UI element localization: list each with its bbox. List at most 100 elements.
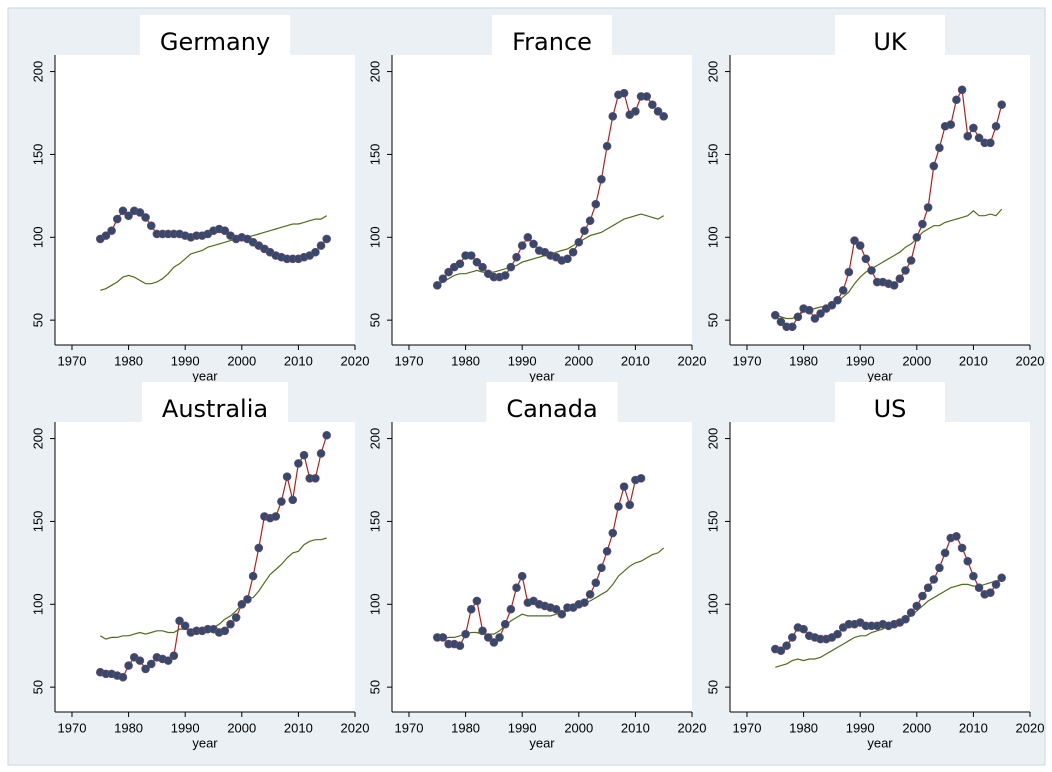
y-tick-label: 200: [30, 428, 45, 450]
series-line: [437, 547, 665, 642]
y-tick-label: 150: [30, 144, 45, 166]
x-tick-label: 2010: [959, 353, 988, 368]
x-tick-label: 2020: [678, 720, 707, 735]
series-line: [100, 215, 328, 291]
marker: [810, 314, 820, 323]
marker: [455, 641, 465, 651]
marker: [918, 219, 927, 229]
marker: [974, 133, 984, 143]
title-background: [139, 15, 291, 69]
marker: [311, 474, 320, 483]
marker: [288, 495, 298, 505]
y-tick-label: 100: [30, 593, 45, 615]
marker: [782, 641, 791, 651]
x-tick-label: 1970: [733, 353, 762, 368]
x-tick-label: 2010: [621, 720, 650, 735]
marker: [625, 500, 635, 510]
title-box: Germany: [139, 15, 291, 69]
y-tick-label: 100: [367, 226, 382, 248]
y-tick-label: 100: [705, 226, 720, 248]
marker: [850, 236, 859, 245]
marker: [776, 646, 786, 655]
y-tick-label: 200: [30, 61, 45, 83]
y-tick-label: 50: [367, 313, 382, 327]
marker: [483, 633, 493, 642]
marker: [146, 221, 156, 230]
marker: [517, 571, 527, 581]
marker: [512, 583, 521, 593]
x-tick-label: 1980: [114, 720, 143, 735]
marker: [322, 430, 331, 440]
title-background: [492, 15, 612, 69]
x-tick-label: 1980: [789, 353, 818, 368]
x-tick-label: 1990: [846, 353, 875, 368]
marker: [787, 633, 797, 642]
marker: [432, 281, 442, 290]
y-tick-label: 50: [705, 680, 720, 694]
marker: [619, 88, 629, 98]
marker: [472, 596, 482, 606]
marker: [997, 573, 1006, 583]
marker: [220, 226, 230, 235]
marker: [974, 583, 984, 593]
plot-area: [730, 55, 1030, 345]
marker: [163, 656, 173, 665]
marker: [770, 310, 780, 320]
marker: [551, 604, 561, 614]
x-tick-label: 2020: [1016, 353, 1045, 368]
marker: [254, 543, 264, 553]
marker: [619, 482, 629, 491]
marker: [557, 609, 567, 619]
x-tick-label: 2000: [564, 353, 593, 368]
marker: [478, 262, 487, 272]
marker: [311, 247, 320, 257]
marker: [940, 548, 950, 558]
marker: [489, 638, 499, 647]
marker: [226, 619, 235, 629]
panel-title: France: [512, 28, 592, 56]
x-tick-label: 1980: [451, 353, 480, 368]
y-tick-label: 150: [30, 511, 45, 533]
marker: [642, 92, 652, 101]
marker: [969, 123, 978, 133]
marker: [597, 563, 606, 573]
y-tick-label: 50: [30, 680, 45, 694]
marker: [861, 254, 871, 264]
marker: [631, 107, 640, 116]
marker: [929, 161, 939, 171]
marker: [833, 629, 842, 639]
marker: [461, 629, 470, 639]
panel-title: Germany: [160, 28, 270, 56]
panel-title: US: [874, 395, 907, 423]
marker: [952, 532, 961, 541]
marker: [112, 214, 122, 224]
marker: [506, 604, 516, 614]
x-tick-label: 2000: [227, 353, 256, 368]
marker: [906, 256, 916, 265]
marker: [867, 266, 876, 275]
marker: [455, 259, 465, 269]
x-tick-label: 2000: [564, 720, 593, 735]
x-tick-label: 2000: [902, 720, 931, 735]
marker: [997, 100, 1006, 110]
y-tick-label: 100: [705, 593, 720, 615]
marker: [827, 300, 837, 310]
marker: [118, 672, 128, 682]
x-tick-label: 1990: [846, 720, 875, 735]
x-axis-label: year: [192, 735, 218, 750]
marker: [969, 571, 978, 581]
marker: [500, 271, 510, 280]
marker: [585, 216, 595, 226]
marker: [991, 580, 1001, 589]
marker: [322, 234, 331, 244]
marker: [175, 616, 184, 626]
plot-area: [392, 422, 692, 712]
marker: [277, 497, 286, 506]
x-tick-label: 2020: [341, 353, 370, 368]
marker: [124, 661, 133, 670]
marker: [135, 656, 145, 665]
panel-title: Canada: [506, 395, 597, 423]
marker: [478, 626, 487, 636]
marker: [963, 556, 973, 566]
marker: [495, 633, 504, 642]
